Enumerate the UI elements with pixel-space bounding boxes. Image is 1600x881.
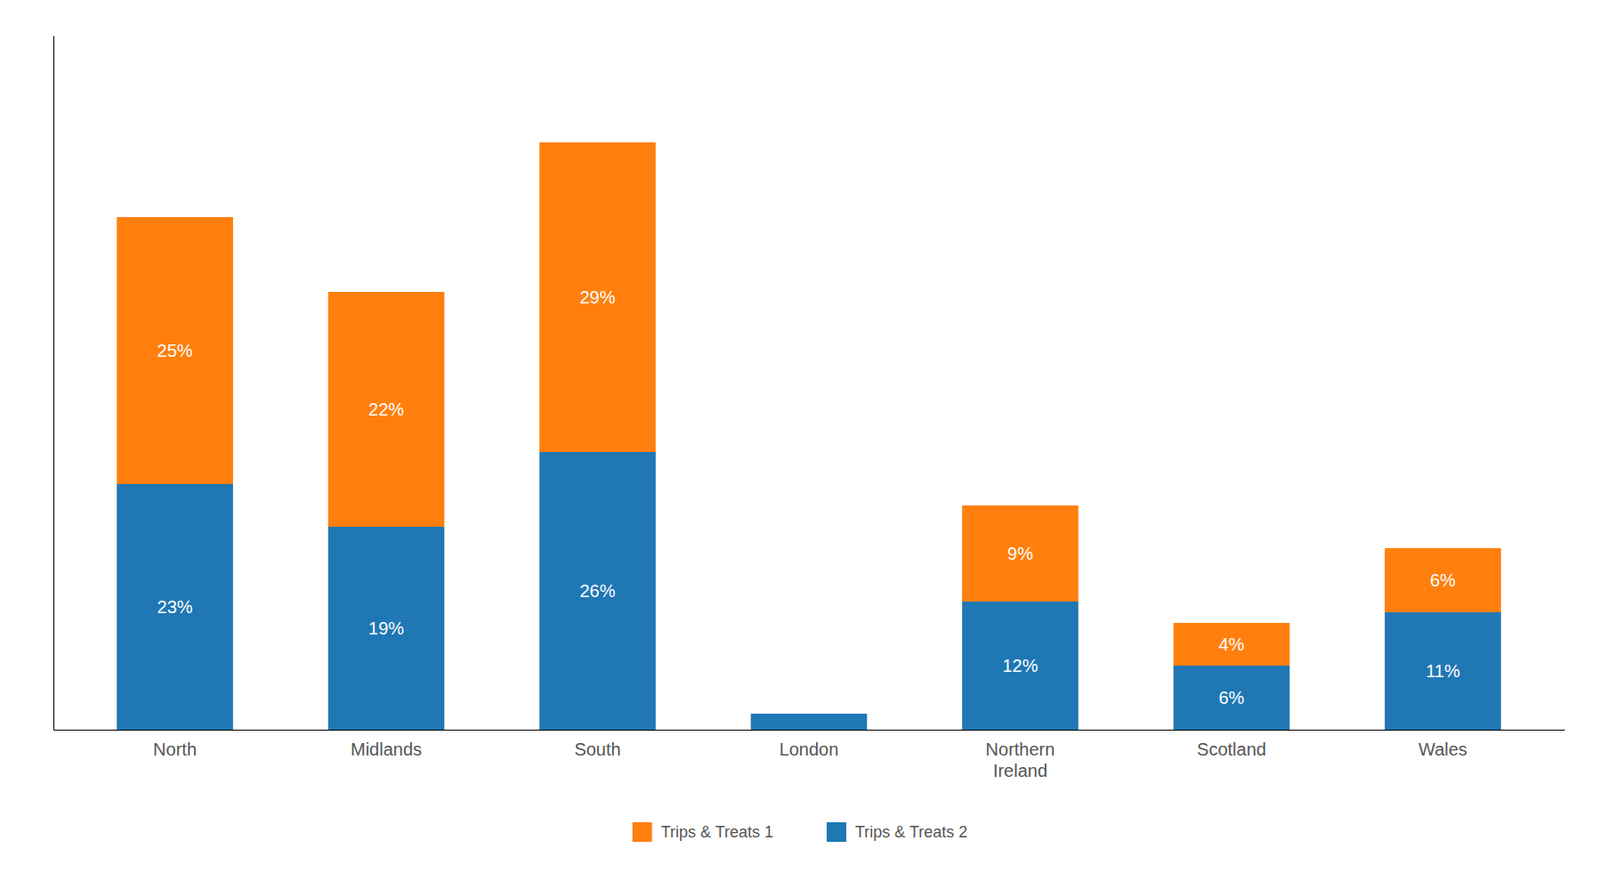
legend-swatch (826, 822, 847, 842)
bars (116, 142, 1502, 730)
x-tick-label: North (153, 739, 197, 760)
bar-segment (1173, 665, 1291, 730)
legend-item: Trips & Treats 2 (826, 822, 968, 842)
bar-segment (751, 713, 868, 730)
legend-item: Trips & Treats 1 (632, 822, 774, 842)
legend-label: Trips & Treats 1 (661, 823, 774, 841)
x-tick-label-line: Scotland (1196, 739, 1267, 760)
x-tick-label-line: Ireland (993, 760, 1048, 781)
data-label: 25% (157, 340, 194, 361)
plot-area: North Midlands South London NorthernIreland S… (54, 36, 1566, 782)
x-tick-label: London (779, 739, 840, 760)
x-axis-line (54, 729, 1566, 731)
data-label: 6% (1219, 687, 1245, 708)
y-axis-line (53, 36, 55, 731)
x-tick-label-line: North (153, 739, 197, 760)
bar-segment (328, 291, 445, 527)
x-tick-label-line: Northern (985, 739, 1056, 760)
x-tick-label: South (573, 739, 621, 760)
bar-segment (116, 217, 234, 485)
bar-segment (539, 452, 656, 730)
data-label: 9% (1007, 543, 1034, 564)
x-tick-label-line: South (573, 739, 621, 760)
data-label: 11% (1425, 661, 1461, 681)
x-tick: North (153, 739, 197, 760)
data-label: 4% (1219, 634, 1245, 655)
data-label: 26% (580, 581, 616, 601)
x-tick-label-line: Wales (1418, 739, 1468, 760)
x-tick-label-line: Midlands (350, 739, 422, 760)
x-tick: Wales (1418, 739, 1468, 760)
x-tick-label-line: London (779, 739, 840, 760)
data-label: 12% (1002, 655, 1038, 676)
data-label: 22% (368, 399, 405, 420)
x-tick: NorthernIreland (985, 739, 1056, 781)
bar-segment (961, 601, 1079, 730)
bar-segment (1384, 612, 1502, 730)
x-tick: Midlands (350, 739, 422, 760)
bar-segment (751, 713, 868, 715)
data-label: 6% (1430, 570, 1456, 590)
x-tick: Scotland (1196, 739, 1267, 760)
legend-swatch (632, 822, 653, 842)
x-tick-label: NorthernIreland (985, 739, 1056, 781)
bar-segment (328, 526, 445, 730)
legend: Trips & Treats 1 Trips & Treats 2 (632, 822, 969, 842)
x-tick: London (779, 739, 840, 760)
bar-segment (116, 484, 234, 730)
data-label: 23% (157, 597, 194, 617)
bar-segment (539, 142, 656, 453)
bar-segment (961, 505, 1079, 602)
x-tick-label: Wales (1418, 739, 1468, 760)
bar-segment (1384, 548, 1502, 613)
x-tick-label: Scotland (1196, 739, 1267, 760)
x-tick-label: Midlands (350, 739, 422, 760)
legend-label: Trips & Treats 2 (855, 823, 968, 841)
x-axis: North Midlands South London NorthernIreland S… (54, 730, 1566, 782)
chart-container: North Midlands South London NorthernIreland S… (0, 0, 1600, 881)
bar-segment (1173, 622, 1291, 666)
y-axis (53, 36, 55, 731)
data-label: 19% (368, 618, 405, 639)
data-labels: 23% 19% 26% 12% 6% 11% 25% 22% 29% 9% 4% 6% (157, 287, 1461, 708)
chart-svg: North Midlands South London NorthernIreland S… (0, 0, 1600, 881)
data-label: 29% (580, 287, 616, 308)
x-tick: South (573, 739, 621, 760)
